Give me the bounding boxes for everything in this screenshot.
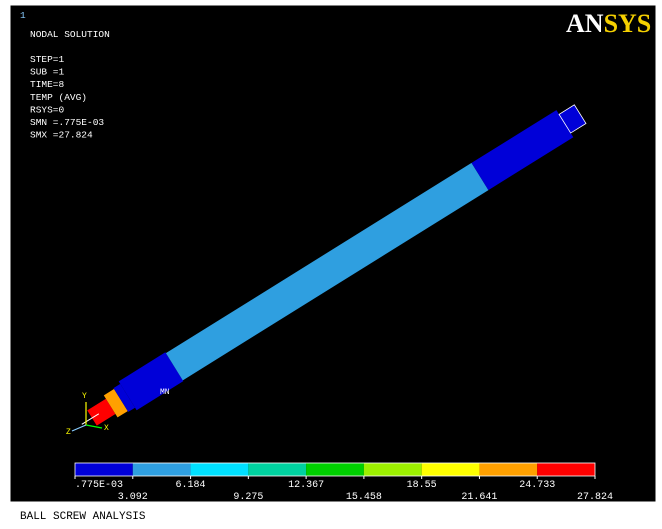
legend-label: 9.275	[233, 492, 263, 503]
logo-part: AN	[566, 9, 604, 38]
plot-title: NODAL SOLUTION	[30, 29, 110, 40]
footer-title: BALL SCREW ANALYSIS	[20, 511, 146, 523]
axis-label: X	[104, 424, 109, 433]
legend-label: 6.184	[176, 480, 206, 491]
window-number: 1	[20, 10, 26, 21]
status-line: TEMP (AVG)	[30, 92, 87, 103]
legend-band	[306, 463, 364, 476]
legend-band	[191, 463, 249, 476]
legend-label: 15.458	[346, 492, 382, 503]
status-line: STEP=1	[30, 54, 65, 65]
legend-band	[479, 463, 537, 476]
legend-band	[422, 463, 480, 476]
status-line: SMX =27.824	[30, 130, 93, 141]
legend-label: 24.733	[519, 480, 555, 491]
legend-label: 18.55	[407, 480, 437, 491]
legend-label: 27.824	[577, 492, 613, 503]
min-label: MN	[160, 388, 170, 397]
status-line: TIME=8	[30, 79, 65, 90]
page: {"window_number": "1", "header": {"title…	[0, 0, 662, 529]
legend-label: 21.641	[461, 492, 497, 503]
legend-band	[248, 463, 306, 476]
axis-label: Z	[66, 428, 71, 437]
viewport: 1 NODAL SOLUTION MN .775E-033.092 6.184 9.…	[0, 0, 662, 529]
legend-band	[75, 463, 133, 476]
legend-label: 12.367	[288, 480, 324, 491]
legend-label: .775E-03	[75, 480, 123, 491]
legend-band	[133, 463, 191, 476]
legend-label: 3.092	[118, 492, 148, 503]
status-line: SUB =1	[30, 67, 65, 78]
status-line: RSYS=0	[30, 104, 65, 115]
axis-label: Y	[82, 392, 87, 401]
status-line: SMN =.775E-03	[30, 117, 104, 128]
logo-part: SYS	[604, 9, 652, 38]
legend-band	[364, 463, 422, 476]
legend-band	[537, 463, 595, 476]
